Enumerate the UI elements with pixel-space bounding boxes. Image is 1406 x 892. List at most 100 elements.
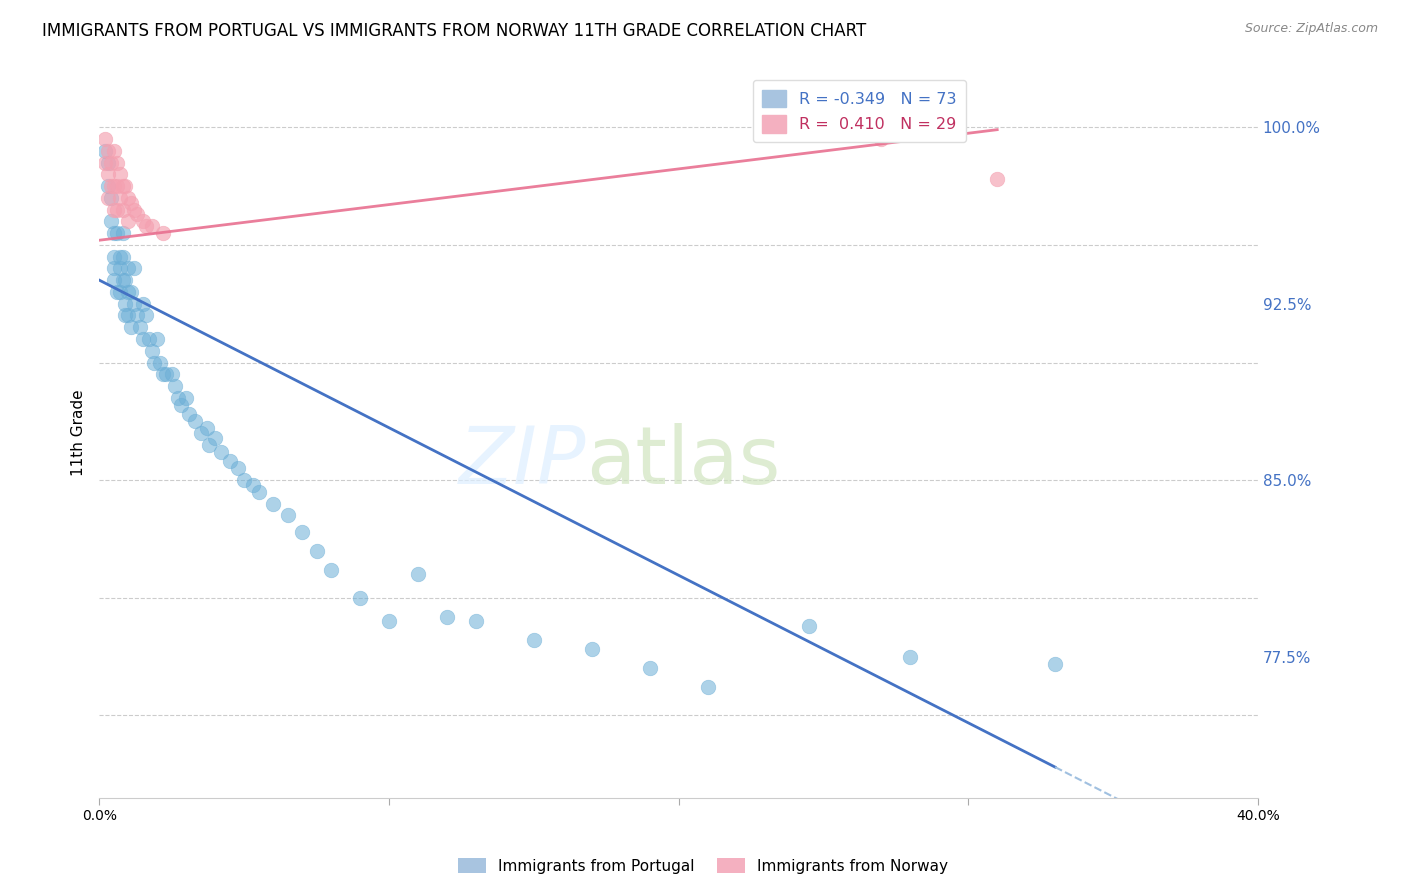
Point [97, 155, 120, 169]
Point [152, 368, 174, 382]
Point [103, 273, 125, 287]
Point [247, 484, 270, 499]
Point [190, 426, 212, 441]
Point [114, 273, 136, 287]
Point [100, 179, 122, 194]
Point [797, 619, 820, 633]
Point [122, 297, 145, 311]
Point [117, 214, 139, 228]
Point [141, 343, 163, 358]
Point [218, 454, 240, 468]
Point [114, 309, 136, 323]
Point [149, 355, 172, 369]
Point [125, 309, 148, 323]
Point [122, 261, 145, 276]
Point [108, 191, 131, 205]
Point [125, 207, 148, 221]
Point [117, 309, 139, 323]
Point [160, 368, 183, 382]
Point [155, 368, 177, 382]
Point [169, 398, 191, 412]
Point [870, 132, 893, 146]
Text: Source: ZipAtlas.com: Source: ZipAtlas.com [1244, 22, 1378, 36]
Point [97, 179, 120, 194]
Point [209, 445, 232, 459]
Point [100, 214, 122, 228]
Point [111, 226, 134, 240]
Point [132, 332, 155, 346]
Point [163, 379, 186, 393]
Point [111, 202, 134, 217]
Point [117, 261, 139, 276]
Point [103, 144, 125, 158]
Point [111, 273, 134, 287]
Point [146, 332, 169, 346]
Point [103, 179, 125, 194]
Point [97, 167, 120, 181]
Point [103, 261, 125, 276]
Point [464, 614, 486, 628]
Point [262, 497, 284, 511]
Point [117, 191, 139, 205]
Point [117, 285, 139, 299]
Point [94, 144, 117, 158]
Point [114, 179, 136, 194]
Point [986, 172, 1008, 186]
Point [97, 144, 120, 158]
Point [228, 461, 250, 475]
Point [138, 332, 160, 346]
Point [105, 226, 128, 240]
Point [176, 391, 198, 405]
Point [103, 202, 125, 217]
Point [349, 591, 371, 605]
Point [111, 250, 134, 264]
Point [132, 297, 155, 311]
Point [103, 250, 125, 264]
Point [1043, 657, 1066, 671]
Point [291, 524, 314, 539]
Point [120, 320, 142, 334]
Legend: R = -0.349   N = 73, R =  0.410   N = 29: R = -0.349 N = 73, R = 0.410 N = 29 [752, 80, 966, 142]
Point [406, 567, 429, 582]
Point [305, 543, 328, 558]
Point [100, 191, 122, 205]
Point [108, 250, 131, 264]
Point [143, 355, 166, 369]
Point [105, 155, 128, 169]
Point [132, 214, 155, 228]
Point [114, 297, 136, 311]
Point [277, 508, 299, 523]
Point [166, 391, 188, 405]
Point [696, 680, 718, 694]
Point [97, 191, 120, 205]
Point [108, 285, 131, 299]
Point [108, 261, 131, 276]
Point [111, 179, 134, 194]
Point [198, 438, 221, 452]
Y-axis label: 11th Grade: 11th Grade [72, 390, 86, 476]
Text: atlas: atlas [586, 424, 780, 501]
Point [105, 179, 128, 194]
Point [108, 167, 131, 181]
Point [204, 431, 226, 445]
Point [195, 421, 218, 435]
Point [94, 155, 117, 169]
Point [523, 633, 546, 648]
Text: ZIP: ZIP [458, 424, 586, 501]
Point [100, 155, 122, 169]
Point [436, 609, 458, 624]
Point [898, 649, 921, 664]
Point [105, 202, 128, 217]
Point [129, 320, 152, 334]
Point [122, 202, 145, 217]
Point [233, 473, 256, 487]
Point [94, 132, 117, 146]
Point [179, 407, 201, 421]
Point [242, 478, 264, 492]
Point [135, 309, 157, 323]
Point [103, 226, 125, 240]
Point [184, 414, 207, 428]
Point [141, 219, 163, 233]
Point [152, 226, 174, 240]
Point [581, 642, 603, 657]
